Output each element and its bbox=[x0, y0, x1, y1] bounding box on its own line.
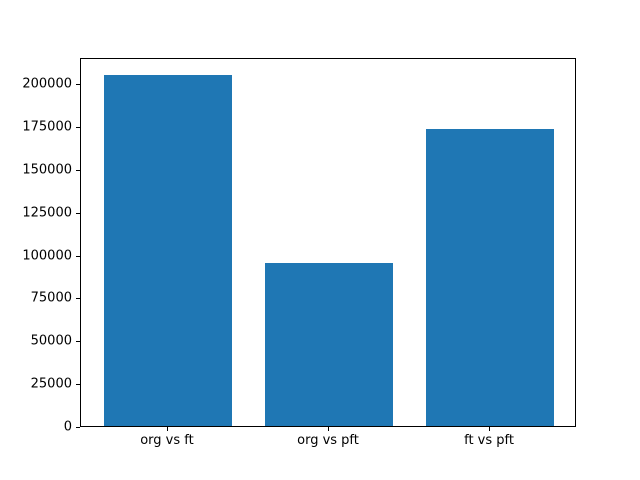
plot-area bbox=[80, 58, 576, 427]
bar-org-vs-ft bbox=[103, 74, 233, 426]
y-tick-label: 175000 bbox=[22, 119, 72, 135]
x-tick bbox=[166, 427, 168, 431]
y-tick-label: 150000 bbox=[22, 162, 72, 178]
y-tick bbox=[76, 84, 80, 86]
y-tick-label: 50000 bbox=[30, 333, 72, 349]
y-tick bbox=[76, 212, 80, 214]
y-tick-label: 0 bbox=[63, 419, 72, 435]
bar-org-vs-pft bbox=[264, 263, 394, 426]
y-tick bbox=[76, 341, 80, 343]
y-tick bbox=[76, 169, 80, 171]
x-tick bbox=[328, 427, 329, 431]
y-tick-label: 125000 bbox=[22, 205, 72, 221]
x-tick bbox=[489, 427, 491, 431]
x-tick-label: org vs pft bbox=[297, 433, 359, 448]
x-tick-label: ft vs pft bbox=[464, 433, 514, 448]
y-tick-label: 200000 bbox=[22, 76, 72, 92]
y-tick-label: 100000 bbox=[22, 248, 72, 264]
y-tick-label: 75000 bbox=[30, 290, 72, 306]
y-tick bbox=[76, 384, 80, 386]
y-tick bbox=[76, 298, 80, 300]
y-tick bbox=[76, 127, 80, 128]
y-tick bbox=[76, 427, 80, 428]
y-tick bbox=[76, 255, 80, 257]
x-tick-label: org vs ft bbox=[140, 433, 194, 448]
bar-ft-vs-pft bbox=[425, 129, 555, 426]
y-tick-label: 25000 bbox=[30, 376, 72, 392]
